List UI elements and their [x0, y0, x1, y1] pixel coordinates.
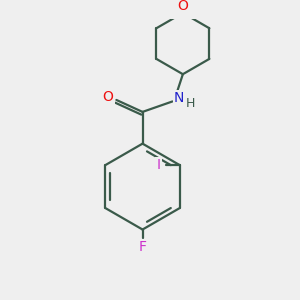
Text: O: O — [177, 0, 188, 13]
Text: F: F — [139, 240, 146, 254]
Text: O: O — [103, 90, 114, 104]
Text: I: I — [156, 158, 161, 172]
Text: H: H — [186, 97, 195, 110]
Text: N: N — [174, 92, 184, 106]
